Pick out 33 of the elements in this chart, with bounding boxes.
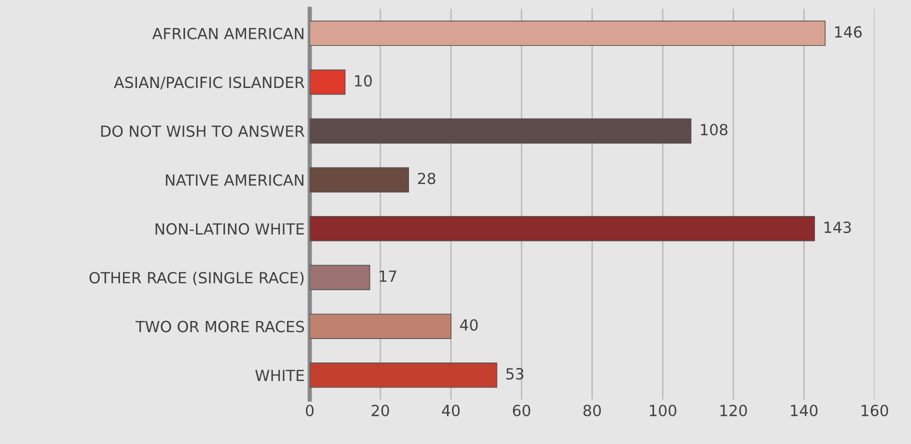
data-label: 10 — [355, 75, 372, 87]
bar — [310, 362, 498, 388]
x-tick-label: 120 — [720, 404, 747, 416]
y-tick-label: NATIVE AMERICAN — [166, 174, 304, 186]
y-tick-label: NON-LATINO WHITE — [156, 223, 304, 235]
y-tick-label: ASIAN/PACIFIC ISLANDER — [114, 76, 304, 90]
bar — [310, 264, 370, 290]
bar — [310, 216, 815, 242]
x-tick-label: 60 — [512, 404, 530, 416]
bar — [310, 314, 452, 339]
data-label: 143 — [824, 222, 851, 234]
bar — [310, 70, 346, 95]
x-tick-label: 100 — [650, 404, 676, 416]
x-tick-label: 20 — [372, 404, 390, 416]
y-tick-label: DO NOT WISH TO ANSWER — [101, 125, 304, 137]
data-label: 28 — [418, 172, 436, 184]
data-label: 40 — [460, 319, 478, 331]
data-label: 17 — [380, 270, 396, 282]
y-tick-label: OTHER RACE (SINGLE RACE) — [89, 272, 304, 286]
x-tick-label: 80 — [583, 404, 601, 416]
bar — [310, 118, 692, 144]
x-tick-label: 0 — [306, 404, 314, 416]
x-tick-label: 140 — [791, 404, 818, 416]
data-label: 108 — [701, 124, 728, 136]
x-tick-label: 160 — [862, 404, 888, 416]
data-label: 53 — [506, 368, 524, 380]
bar — [310, 167, 410, 192]
y-tick-label: TWO OR MORE RACES — [135, 320, 304, 332]
data-label: 146 — [835, 26, 862, 38]
x-tick-label: 40 — [442, 404, 460, 416]
y-tick-label: AFRICAN AMERICAN — [152, 28, 304, 40]
y-tick-label: WHITE — [255, 370, 304, 381]
bar — [310, 20, 826, 46]
